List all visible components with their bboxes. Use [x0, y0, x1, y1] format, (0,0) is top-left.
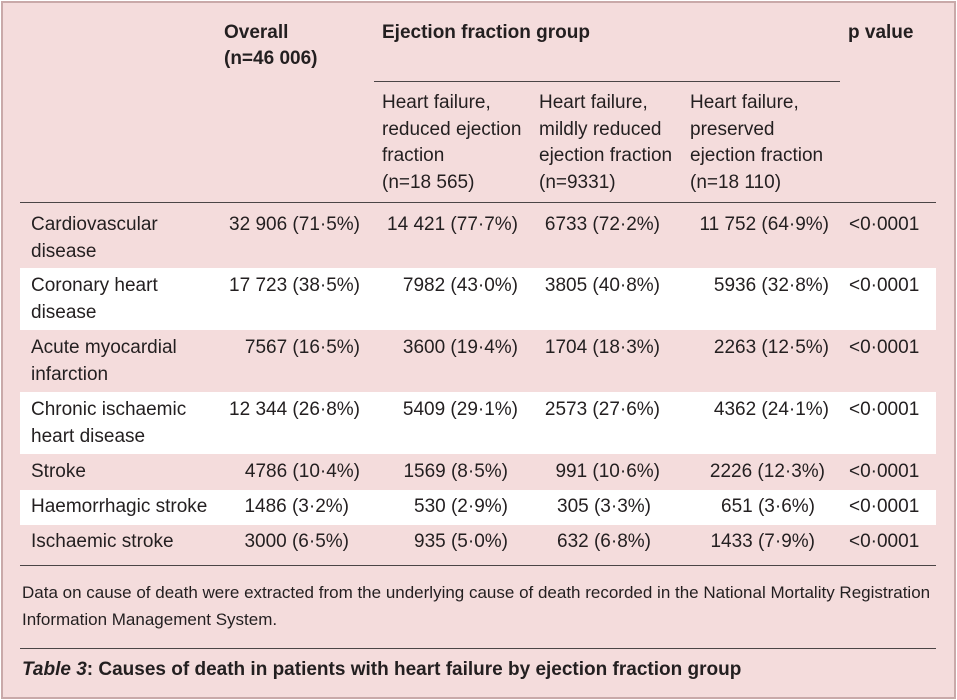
cell-mildly-reduced: 632 (6·8%): [557, 531, 651, 552]
row-label: Ischaemic stroke: [31, 531, 174, 552]
cell-mildly-reduced: 1704 (18·3%): [544, 337, 660, 358]
cell-overall: 1486 (3·2%): [244, 496, 349, 517]
cell-overall: 7567 (16·5%): [244, 337, 360, 358]
subheader-mildly-reduced: Heart failure, mildly reduced ejection f…: [539, 92, 673, 193]
row-label: Cardiovascular disease: [31, 214, 158, 262]
cell-preserved: 2263 (12·5%): [713, 337, 829, 358]
cell-preserved: 4362 (24·1%): [713, 399, 829, 420]
cell-mildly-reduced: 2573 (27·6%): [544, 399, 660, 420]
cell-preserved: 1433 (7·9%): [710, 531, 815, 552]
table-footnote: Data on cause of death were extracted fr…: [22, 583, 931, 629]
cell-reduced: 14 421 (77·7%): [387, 214, 518, 235]
cell-preserved: 11 752 (64·9%): [699, 214, 829, 235]
cell-reduced: 7982 (43·0%): [402, 275, 518, 296]
group-divider: [374, 81, 840, 82]
subheader-preserved: Heart failure, preserved ejection fracti…: [690, 92, 824, 193]
cell-mildly-reduced: 3805 (40·8%): [544, 275, 660, 296]
cell-p-value: <0·0001: [849, 399, 920, 420]
cell-p-value: <0·0001: [849, 337, 920, 358]
row-band: [20, 268, 936, 330]
cell-p-value: <0·0001: [849, 461, 920, 482]
row-label: Chronic ischaemic heart disease: [31, 399, 187, 447]
cell-mildly-reduced: 991 (10·6%): [555, 461, 660, 482]
cell-p-value: <0·0001: [849, 496, 920, 517]
caption-title: : Causes of death in patients with heart…: [86, 659, 742, 680]
cell-preserved: 2226 (12·3%): [709, 461, 825, 482]
header-divider: [20, 202, 936, 203]
header-overall: Overall (n=46 006): [224, 22, 318, 69]
cell-overall: 4786 (10·4%): [244, 461, 360, 482]
cell-reduced: 1569 (8·5%): [403, 461, 508, 482]
cell-mildly-reduced: 6733 (72·2%): [544, 214, 660, 235]
cell-reduced: 935 (5·0%): [414, 531, 508, 552]
cell-overall: 3000 (6·5%): [244, 531, 349, 552]
table-caption: Table 3: Causes of death in patients wit…: [22, 658, 938, 682]
table-bottom-rule: [20, 565, 936, 566]
subheader-reduced: Heart failure, reduced ejection fraction…: [382, 92, 522, 193]
caption-label: Table 3: [22, 659, 87, 680]
row-label: Haemorrhagic stroke: [31, 496, 208, 517]
row-band: [20, 392, 936, 454]
cell-p-value: <0·0001: [849, 531, 920, 552]
header-ejection-fraction-group: Ejection fraction group: [382, 22, 590, 43]
cell-mildly-reduced: 305 (3·3%): [557, 496, 651, 517]
cell-reduced: 3600 (19·4%): [402, 337, 518, 358]
header-p-value: p value: [848, 22, 914, 43]
cell-p-value: <0·0001: [849, 214, 920, 235]
cell-preserved: 5936 (32·8%): [713, 275, 829, 296]
row-label: Coronary heart disease: [31, 275, 158, 323]
cell-overall: 32 906 (71·5%): [229, 214, 360, 235]
row-band: [20, 490, 936, 525]
cell-overall: 12 344 (26·8%): [229, 399, 360, 420]
cell-p-value: <0·0001: [849, 275, 920, 296]
cell-reduced: 530 (2·9%): [414, 496, 508, 517]
row-label: Stroke: [31, 461, 86, 482]
cell-preserved: 651 (3·6%): [721, 496, 815, 517]
caption-rule: [20, 648, 936, 649]
cell-overall: 17 723 (38·5%): [229, 275, 360, 296]
cell-reduced: 5409 (29·1%): [402, 399, 518, 420]
row-label: Acute myocardial infarction: [31, 337, 177, 385]
